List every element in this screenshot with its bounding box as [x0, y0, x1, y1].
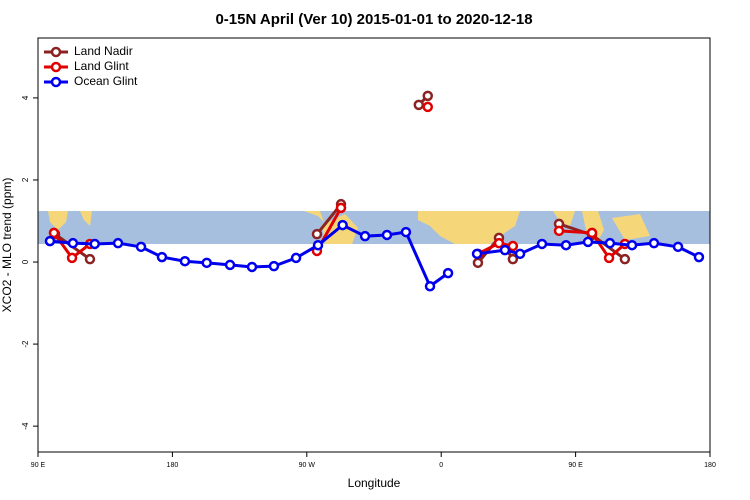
y-axis-label: XCO2 - MLO trend (ppm): [0, 178, 14, 313]
point: [201, 257, 212, 269]
point: [400, 226, 412, 238]
point: [89, 238, 100, 250]
point: [507, 240, 519, 252]
point: [672, 241, 684, 253]
plot-frame: [37, 37, 711, 453]
x-axis-label: Longitude: [348, 476, 401, 490]
point: [335, 202, 347, 214]
point: [536, 238, 548, 250]
point: [603, 252, 615, 264]
point: [112, 237, 124, 249]
legend-label: Land Glint: [74, 59, 129, 73]
point: [582, 236, 594, 248]
x-tick-label: 90 E: [568, 462, 583, 469]
point: [422, 101, 434, 113]
legend-label: Ocean Glint: [74, 74, 138, 88]
legend-marker: [50, 61, 62, 73]
point: [311, 228, 323, 240]
point: [268, 260, 280, 272]
point: [442, 267, 454, 279]
point: [514, 248, 526, 260]
point: [48, 227, 60, 239]
point: [507, 253, 519, 265]
point: [179, 255, 191, 267]
point: [648, 237, 660, 249]
x-tick-label: 90 E: [31, 462, 46, 469]
point: [619, 253, 631, 265]
point: [604, 237, 616, 249]
point: [44, 235, 56, 247]
legend-marker: [50, 76, 62, 88]
y-tick-label: 2: [21, 177, 30, 182]
point: [472, 257, 484, 269]
point: [693, 251, 705, 263]
point: [290, 252, 302, 264]
point: [413, 99, 425, 111]
point: [560, 239, 572, 251]
point: [471, 248, 483, 260]
point: [359, 230, 371, 242]
y-tick-label: -2: [21, 340, 30, 348]
y-tick-label: 0: [21, 259, 30, 264]
point: [626, 239, 638, 251]
point: [586, 227, 598, 239]
point: [84, 253, 96, 265]
point: [553, 225, 565, 237]
x-tick-label: 180: [167, 462, 179, 469]
point: [499, 244, 511, 256]
y-tick-label: -4: [21, 422, 30, 430]
point: [67, 237, 79, 249]
y-tick-label: 4: [21, 95, 30, 100]
point: [493, 237, 505, 249]
chart-title: 0-15N April (Ver 10) 2015-01-01 to 2020-…: [215, 11, 532, 28]
x-tick-label: 90 W: [299, 462, 316, 469]
point: [156, 251, 168, 263]
point: [66, 252, 78, 264]
point: [224, 259, 236, 271]
point: [422, 90, 434, 102]
legend-label: Land Nadir: [74, 44, 133, 58]
point: [337, 219, 348, 231]
point: [424, 280, 436, 292]
point: [246, 261, 258, 273]
x-tick-label: 180: [704, 462, 716, 469]
legend-marker: [50, 46, 62, 58]
point: [381, 229, 393, 241]
point: [135, 241, 147, 253]
point: [312, 239, 324, 251]
x-tick-label: 0: [439, 462, 443, 469]
map-band: [38, 211, 710, 244]
